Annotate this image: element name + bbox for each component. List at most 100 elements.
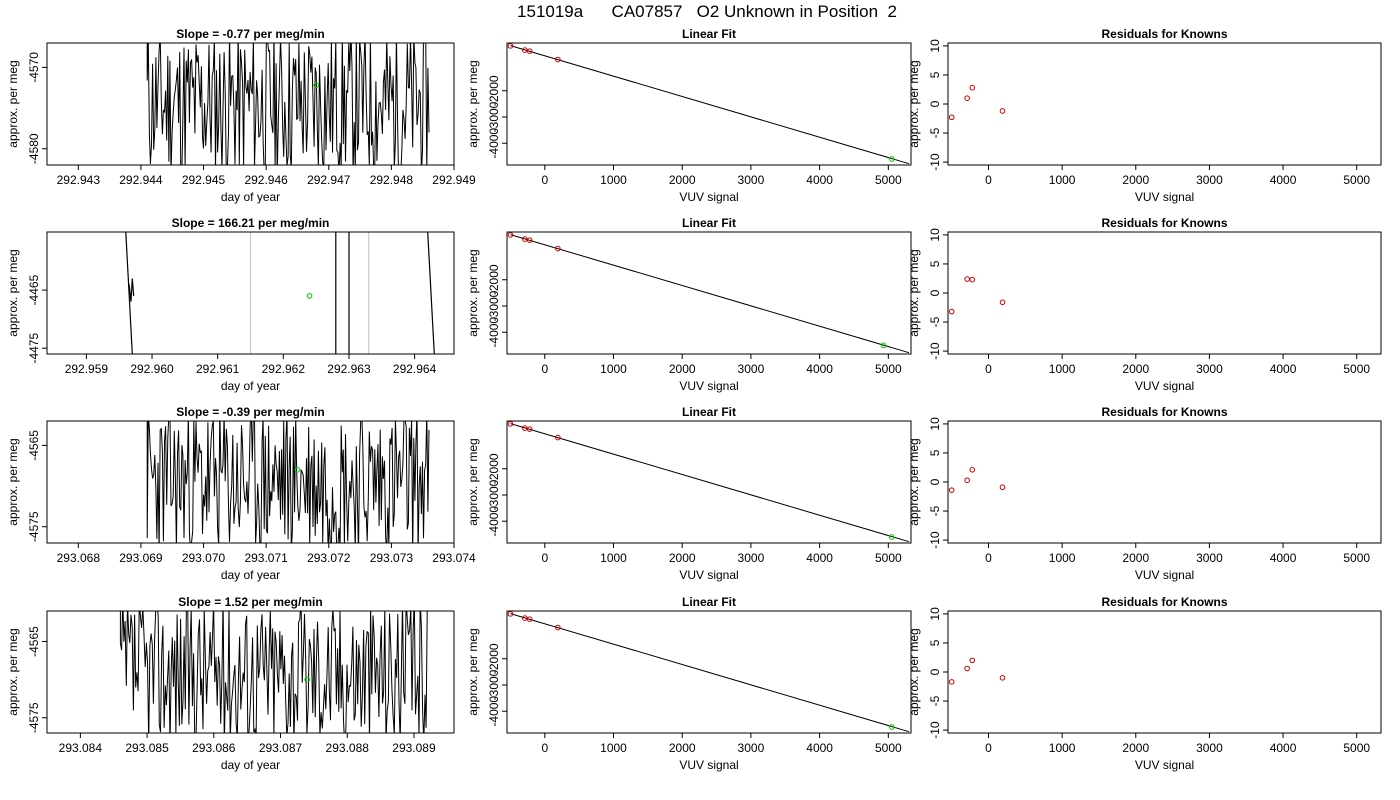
y-axis-label: approx. per meg (6, 628, 20, 715)
x-axis-label: day of year (221, 758, 280, 772)
known-point (948, 308, 955, 315)
x-tick-label: 292.947 (307, 173, 351, 187)
x-tick-label: 4000 (1270, 362, 1297, 376)
plot-frame (506, 231, 912, 355)
y-axis-label: approx. per meg (907, 249, 921, 336)
x-tick-label: 0 (541, 173, 548, 187)
x-tick-label: 3000 (1196, 551, 1223, 565)
y-tick-label: -2000 (487, 75, 501, 106)
panel-7: 293.068 293.069 293.070 293.071 293.072 293.0… (6, 405, 476, 582)
plot-data (146, 421, 430, 543)
x-tick-label: 292.963 (327, 362, 371, 376)
panel-title: Linear Fit (682, 595, 736, 609)
known-point (964, 665, 970, 672)
x-tick-label: 292.943 (57, 173, 101, 187)
x-axis-label: VUV signal (1135, 568, 1194, 582)
y-tick-label: -5 (928, 127, 942, 138)
panel-12: 0 1000 2000 3000 4000 5000 -10 -5 0 5 10 Residuals … (907, 595, 1382, 772)
y-tick-label: -4000 (487, 696, 501, 727)
x-tick-label: 292.944 (119, 173, 163, 187)
panel-title: Residuals for Knowns (1101, 27, 1227, 41)
plot-data (948, 467, 1006, 493)
plot-data (125, 232, 435, 354)
x-tick-label: 0 (541, 362, 548, 376)
known-point (555, 56, 561, 63)
plot-data (948, 276, 1006, 315)
figure-title: 151019a CA07857 O2 Unknown in Position 2 (517, 2, 897, 21)
known-point (507, 232, 514, 238)
panel-2: 0 1000 2000 3000 4000 5000 -2000-3000-4000 Line… (466, 27, 912, 204)
x-tick-label: 293.087 (259, 741, 303, 755)
plot-frame (46, 42, 455, 166)
panel-5: 0 1000 2000 3000 4000 5000 -2000-3000-4000 Line… (466, 216, 912, 393)
y-tick-label: 5 (928, 71, 942, 78)
panel-4: 292.959 292.960 292.961 292.962 292.963 292.9… (6, 216, 455, 393)
x-axis-label: VUV signal (679, 190, 738, 204)
known-point (555, 434, 561, 441)
x-tick-label: 2000 (1122, 551, 1149, 565)
x-tick-label: 292.959 (65, 362, 109, 376)
y-axis-label: approx. per meg (466, 249, 480, 336)
x-tick-label: 4000 (806, 362, 833, 376)
y-tick-label: -10 (928, 342, 942, 360)
known-point (526, 426, 533, 432)
y-tick-label: 0 (928, 478, 942, 485)
signal-segment (125, 232, 133, 354)
x-tick-label: 292.964 (393, 362, 437, 376)
signal-segment (128, 278, 135, 302)
unknown-point (888, 724, 895, 730)
panel-11: 0 1000 2000 3000 4000 5000 -2000-3000-4000 Line… (466, 595, 912, 772)
x-tick-label: 293.089 (392, 741, 436, 755)
y-tick-label: -5 (928, 316, 942, 327)
x-tick-label: 2000 (1122, 173, 1149, 187)
y-tick-label: -4565 (27, 626, 41, 657)
x-tick-label: 293.068 (57, 551, 101, 565)
plot-data (948, 84, 1006, 121)
y-tick-label: -10 (928, 721, 942, 739)
x-tick-label: 5000 (875, 173, 902, 187)
y-tick-label: -4000 (487, 317, 501, 348)
x-tick-label: 3000 (738, 173, 765, 187)
x-tick-label: 5000 (875, 551, 902, 565)
x-axis-label: VUV signal (679, 758, 738, 772)
plot-data (507, 43, 910, 165)
panel-title: Residuals for Knowns (1101, 405, 1227, 419)
y-axis-label: approx. per meg (907, 628, 921, 715)
known-point (507, 421, 514, 427)
known-point (526, 48, 533, 54)
x-tick-label: 292.945 (182, 173, 226, 187)
unknown-point (888, 534, 895, 540)
y-tick-label: -4000 (487, 506, 501, 537)
y-tick-label: -4575 (27, 702, 41, 733)
x-tick-label: 2000 (1122, 362, 1149, 376)
known-point (999, 484, 1006, 491)
known-point (999, 299, 1006, 306)
signal-trace (119, 611, 428, 733)
x-tick-label: 293.084 (59, 741, 103, 755)
x-tick-label: 292.962 (262, 362, 306, 376)
y-tick-label: -5 (928, 695, 942, 706)
x-axis-label: VUV signal (1135, 190, 1194, 204)
known-point (555, 245, 561, 252)
x-tick-label: 5000 (1343, 362, 1370, 376)
known-point (948, 679, 955, 685)
plot-frame (947, 610, 1382, 734)
panel-title: Linear Fit (682, 27, 736, 41)
x-tick-label: 1000 (600, 741, 627, 755)
y-tick-label: -4570 (27, 52, 41, 83)
x-tick-label: 4000 (806, 551, 833, 565)
panel-8: 0 1000 2000 3000 4000 5000 -2000-3000-4000 Line… (466, 405, 912, 582)
x-tick-label: 3000 (1196, 362, 1223, 376)
x-tick-label: 3000 (738, 362, 765, 376)
plot-frame (506, 420, 912, 544)
panel-title: Residuals for Knowns (1101, 216, 1227, 230)
panel-title: Slope = 166.21 per meg/min (172, 216, 330, 230)
x-tick-label: 292.948 (370, 173, 414, 187)
x-tick-label: 293.085 (125, 741, 169, 755)
y-axis-label: approx. per meg (466, 60, 480, 147)
known-point (969, 467, 976, 473)
x-tick-label: 1000 (600, 362, 627, 376)
panel-9: 0 1000 2000 3000 4000 5000 -10 -5 0 5 10 Residuals … (907, 405, 1382, 582)
known-point (526, 616, 533, 622)
unknown-point (313, 82, 320, 89)
